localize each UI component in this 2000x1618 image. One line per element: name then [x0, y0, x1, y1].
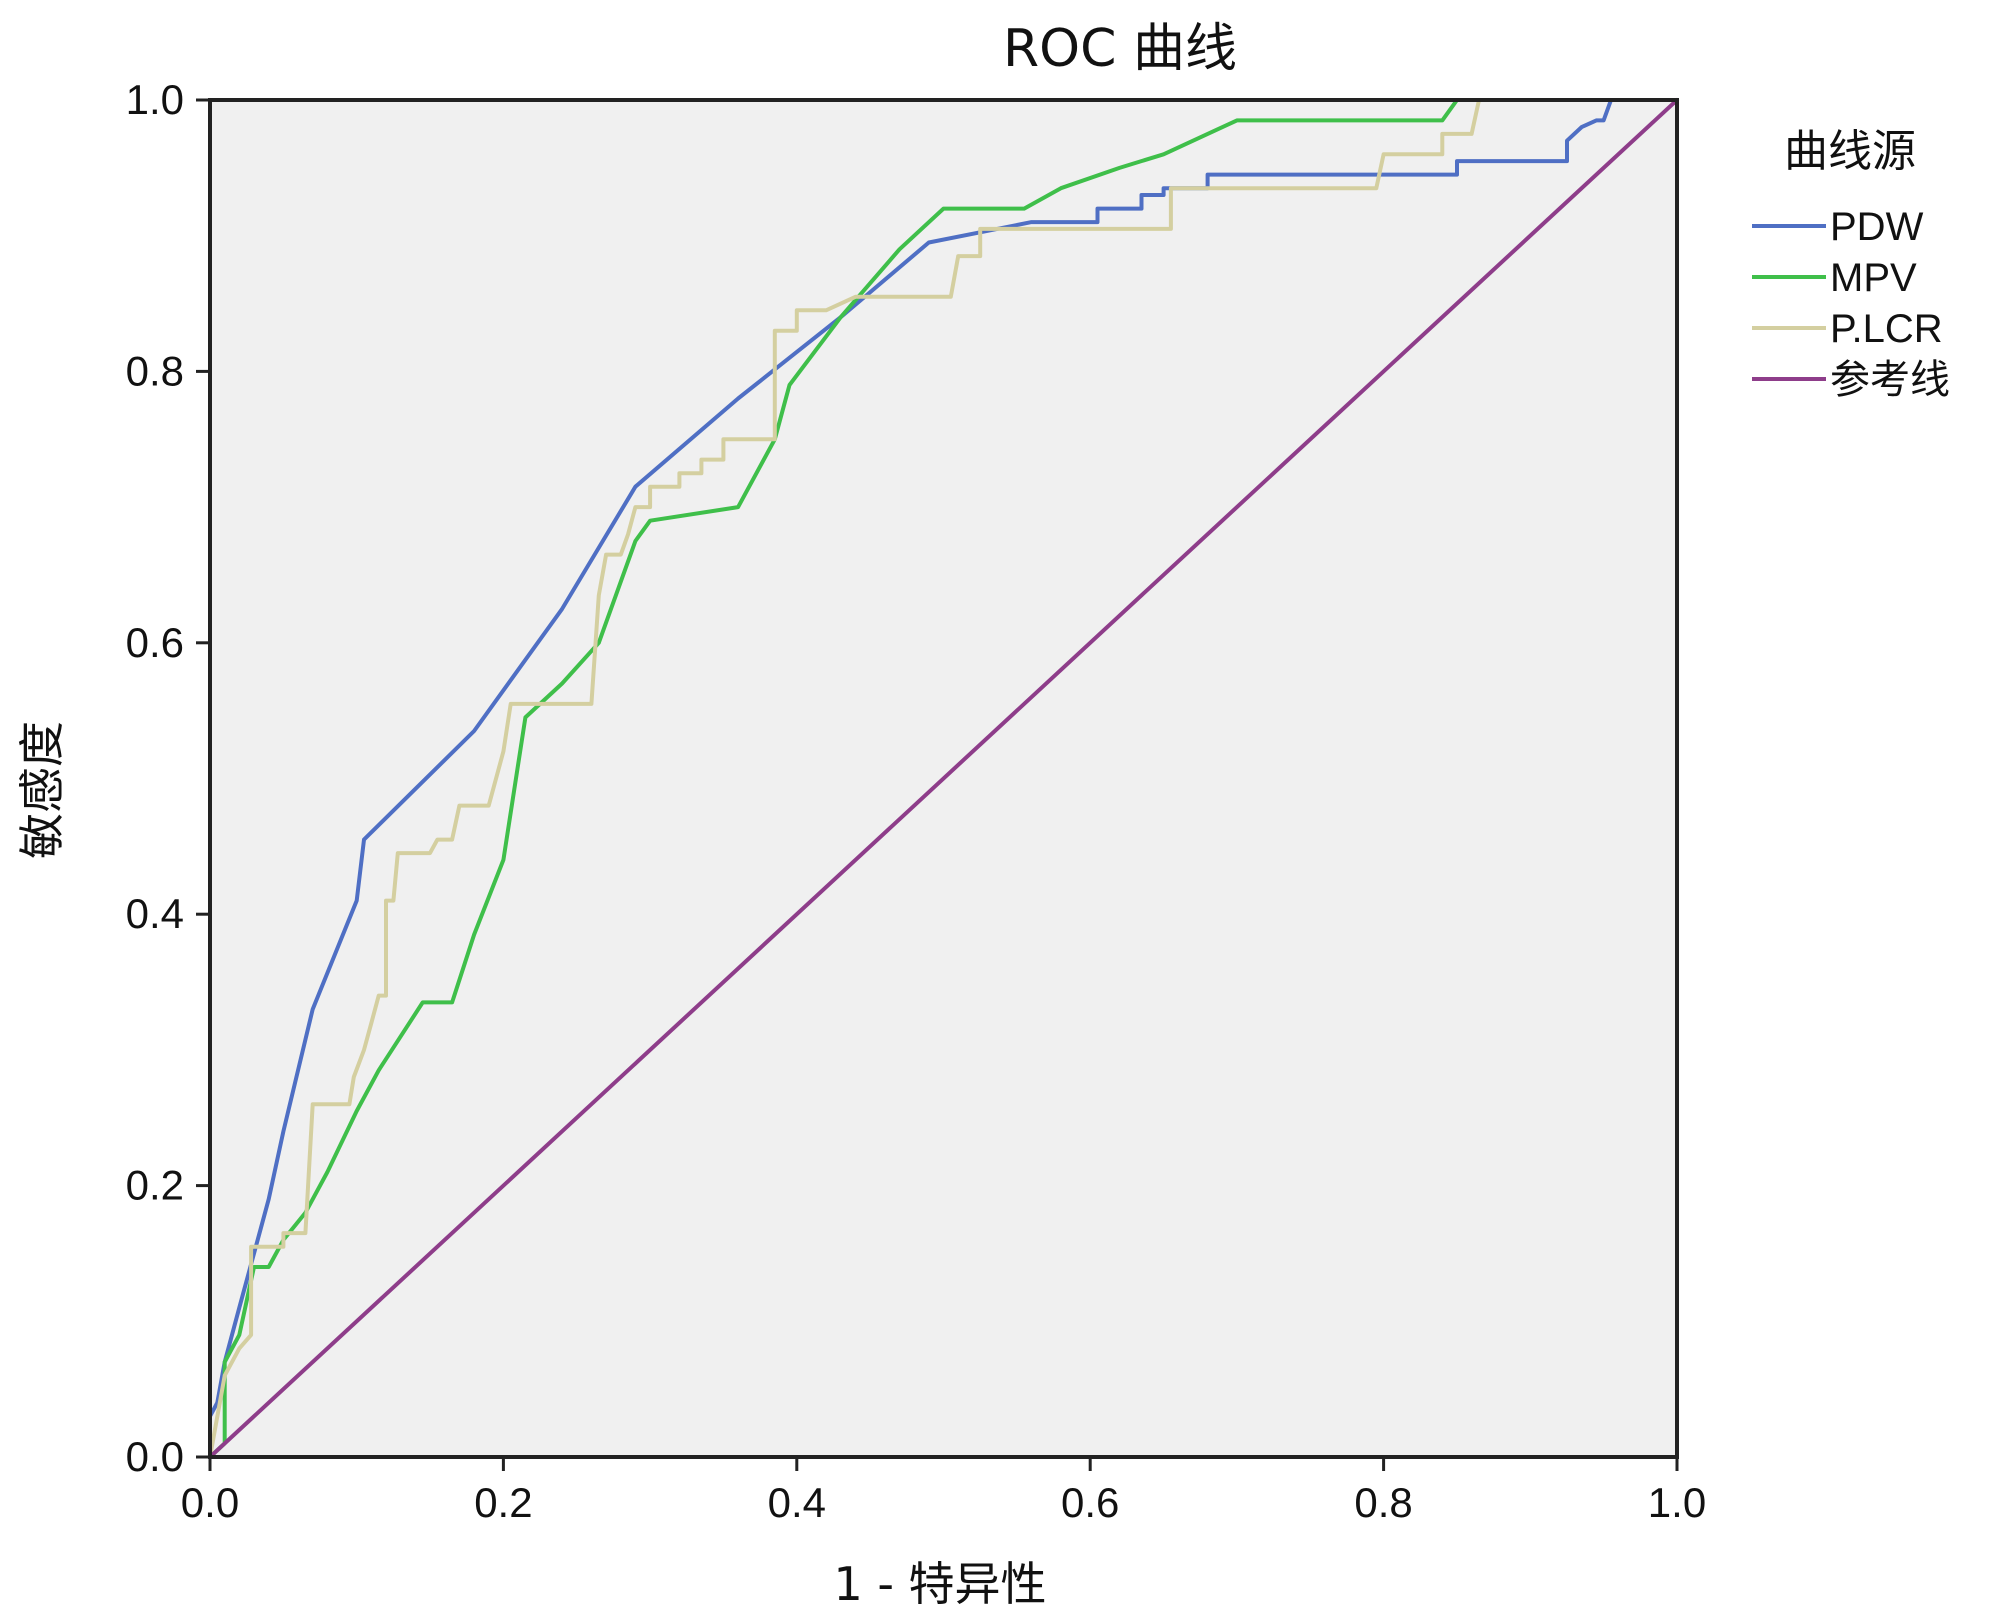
legend-label: P.LCR: [1830, 307, 1943, 351]
legend-label: MPV: [1830, 256, 1917, 300]
plot-frame: [208, 98, 1679, 1459]
x-tick-label: 0.4: [768, 1479, 826, 1526]
series-line-2: [208, 98, 1679, 1459]
series-line-1: [208, 98, 1679, 1459]
x-tick-label: 1.0: [1648, 1479, 1706, 1526]
y-tick-label: 0.4: [126, 890, 184, 937]
legend-label: PDW: [1830, 205, 1924, 249]
y-tick-label: 0.6: [126, 619, 184, 666]
chart-title: ROC 曲线: [1003, 19, 1237, 79]
y-axis-title: 敏感度: [15, 721, 69, 859]
x-tick-label: 0.0: [181, 1479, 239, 1526]
series-line-4: [208, 98, 1679, 1459]
x-axis-title: 1 - 特异性: [833, 1557, 1046, 1611]
y-tick-label: 1.0: [126, 76, 184, 123]
x-tick-label: 0.8: [1354, 1479, 1412, 1526]
y-tick-label: 0.0: [126, 1433, 184, 1480]
x-axis: 0.0 0.2 0.4 0.6 0.8 1.0: [181, 1457, 1706, 1526]
legend-title: 曲线源: [1784, 126, 1916, 177]
legend-label: 参考线: [1830, 358, 1950, 402]
legend: 曲线源 PDW MPV P.LCR 参考线: [1752, 126, 1950, 402]
x-tick-label: 0.6: [1061, 1479, 1119, 1526]
roc-curves: [208, 98, 1679, 1459]
y-tick-label: 0.2: [126, 1162, 184, 1209]
x-tick-label: 0.2: [474, 1479, 532, 1526]
y-axis: 0.0 0.2 0.4 0.6 0.8 1.0: [126, 76, 210, 1480]
series-line-3: [208, 98, 1679, 1459]
y-tick-label: 0.8: [126, 347, 184, 394]
